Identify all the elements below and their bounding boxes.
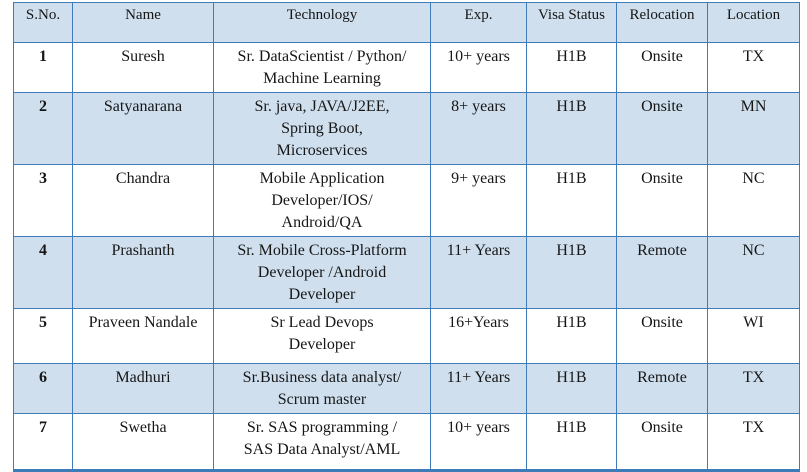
cell-name: Chandra [72,164,214,237]
cell-name: Prashanth [72,236,214,309]
cell-location: NC [707,164,800,237]
table-row: 1 Suresh Sr. DataScientist / Python/ Mac… [13,42,800,93]
cell-visa: H1B [526,42,617,93]
table-row: 2 Satyanarana Sr. java, JAVA/J2EE, Sprin… [13,92,800,165]
cell-sno: 1 [13,42,73,93]
column-header-technology: Technology [213,2,431,43]
cell-relocation: Onsite [616,92,708,165]
cell-location: TX [707,42,800,93]
cell-location: TX [707,363,800,414]
cell-technology: Mobile Application Developer/IOS/ Androi… [213,164,431,237]
cell-visa: H1B [526,413,617,472]
cell-visa: H1B [526,308,617,364]
cell-exp: 11+ Years [430,236,527,309]
cell-relocation: Remote [616,236,708,309]
column-header-location: Location [707,2,800,43]
cell-exp: 10+ years [430,42,527,93]
column-header-relocation: Relocation [616,2,708,43]
cell-sno: 2 [13,92,73,165]
cell-location: TX [707,413,800,472]
cell-name: Praveen Nandale [72,308,214,364]
cell-exp: 11+ Years [430,363,527,414]
cell-technology: Sr.Business data analyst/ Scrum master [213,363,431,414]
cell-technology: Sr. java, JAVA/J2EE, Spring Boot, Micros… [213,92,431,165]
cell-visa: H1B [526,164,617,237]
table-row: 6 Madhuri Sr.Business data analyst/ Scru… [13,363,800,414]
cell-technology: Sr. Mobile Cross-Platform Developer /And… [213,236,431,309]
column-header-name: Name [72,2,214,43]
cell-location: NC [707,236,800,309]
cell-technology: Sr. DataScientist / Python/ Machine Lear… [213,42,431,93]
table-row: 7 Swetha Sr. SAS programming / SAS Data … [13,413,800,472]
cell-name: Satyanarana [72,92,214,165]
cell-sno: 4 [13,236,73,309]
header-row: S.No. Name Technology Exp. Visa Status R… [13,2,800,43]
cell-sno: 3 [13,164,73,237]
cell-name: Suresh [72,42,214,93]
cell-sno: 7 [13,413,73,472]
cell-visa: H1B [526,363,617,414]
column-header-exp: Exp. [430,2,527,43]
cell-sno: 5 [13,308,73,364]
cell-name: Swetha [72,413,214,472]
cell-relocation: Remote [616,363,708,414]
cell-relocation: Onsite [616,413,708,472]
cell-relocation: Onsite [616,42,708,93]
cell-location: MN [707,92,800,165]
cell-name: Madhuri [72,363,214,414]
hotlist-table: S.No. Name Technology Exp. Visa Status R… [13,2,800,472]
cell-visa: H1B [526,236,617,309]
cell-exp: 9+ years [430,164,527,237]
cell-location: WI [707,308,800,364]
cell-visa: H1B [526,92,617,165]
cell-sno: 6 [13,363,73,414]
cell-exp: 8+ years [430,92,527,165]
column-header-visa: Visa Status [526,2,617,43]
cell-relocation: Onsite [616,308,708,364]
cell-exp: 16+Years [430,308,527,364]
table-row: 4 Prashanth Sr. Mobile Cross-Platform De… [13,236,800,309]
cell-relocation: Onsite [616,164,708,237]
table-row: 5 Praveen Nandale Sr Lead Devops Develop… [13,308,800,364]
cell-exp: 10+ years [430,413,527,472]
cell-technology: Sr Lead Devops Developer [213,308,431,364]
cell-technology: Sr. SAS programming / SAS Data Analyst/A… [213,413,431,472]
table-row: 3 Chandra Mobile Application Developer/I… [13,164,800,237]
column-header-sno: S.No. [13,2,73,43]
